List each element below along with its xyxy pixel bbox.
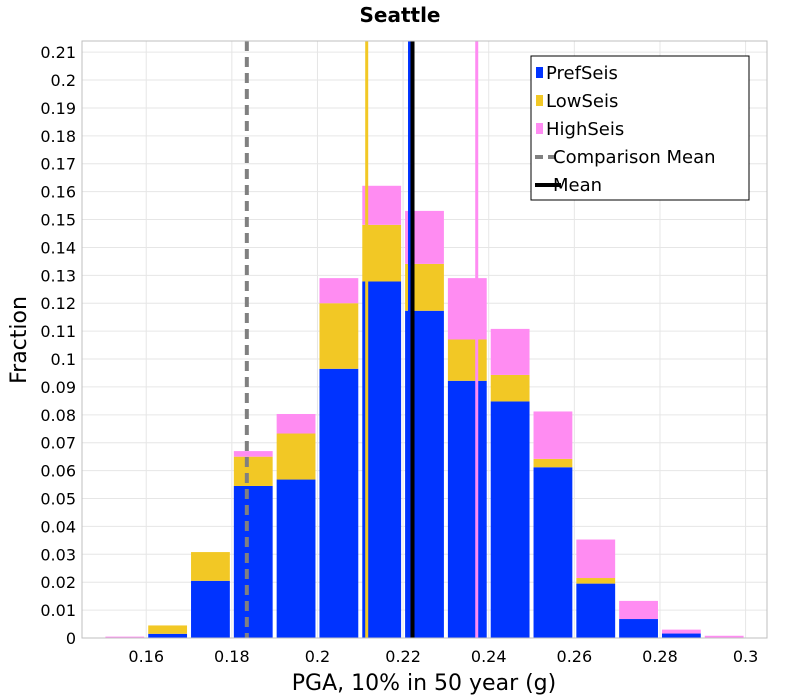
bar-highseis	[233, 451, 273, 457]
bar-prefseis	[661, 633, 701, 638]
bar-highseis	[704, 635, 744, 638]
y-tick-label: 0.19	[40, 99, 76, 118]
bar-prefseis	[447, 380, 487, 638]
bar-lowseis	[233, 456, 273, 486]
x-axis-title: PGA, 10% in 50 year (g)	[292, 671, 556, 696]
bar-prefseis	[276, 479, 316, 638]
bar-lowseis	[533, 458, 573, 468]
y-tick-label: 0.13	[40, 266, 76, 285]
y-tick-label: 0.14	[40, 238, 76, 257]
bar-lowseis	[276, 433, 316, 480]
chart-title: Seattle	[359, 3, 440, 27]
legend-label: HighSeis	[546, 119, 624, 140]
legend-label: PrefSeis	[546, 63, 618, 84]
y-axis-title: Fraction	[7, 296, 32, 384]
x-tick-label: 0.18	[214, 647, 250, 666]
bar-highseis	[490, 328, 530, 375]
bar-lowseis	[490, 374, 530, 402]
bar-highseis	[619, 600, 658, 620]
y-tick-label: 0.05	[40, 490, 76, 509]
bar-lowseis	[362, 224, 402, 282]
y-tick-label: 0.09	[40, 378, 76, 397]
bar-highseis	[105, 636, 145, 638]
bar-highseis	[533, 411, 573, 459]
bar-prefseis	[319, 368, 359, 638]
bar-prefseis	[533, 467, 573, 638]
legend-swatch-prefseis	[536, 67, 543, 78]
bar-prefseis	[576, 583, 616, 638]
y-tick-label: 0	[66, 629, 76, 648]
bar-highseis	[447, 278, 487, 340]
legend-swatch-lowseis	[536, 95, 543, 106]
y-tick-label: 0.03	[40, 545, 76, 564]
legend-label: LowSeis	[546, 91, 618, 112]
y-tick-label: 0.15	[40, 211, 76, 230]
plot-border	[81, 40, 768, 639]
bar-lowseis	[148, 625, 188, 634]
y-tick-label: 0.17	[40, 155, 76, 174]
x-tick-label: 0.3	[733, 647, 758, 666]
x-tick-label: 0.16	[128, 647, 164, 666]
plot-area: 0 0.01 0.02 0.03 0.04 0.05 0.06 0.07 0.08 0.09 0.1…	[40, 40, 768, 666]
bar-highseis	[661, 629, 701, 634]
y-tick-label: 0.08	[40, 406, 76, 425]
y-tick-label: 0.16	[40, 183, 76, 202]
bar-lowseis	[447, 339, 487, 381]
y-tick-label: 0.18	[40, 127, 76, 146]
legend: PrefSeis LowSeis HighSeis Comparison Mean Me…	[530, 55, 750, 201]
y-tick-label: 0.12	[40, 294, 76, 313]
y-tick-label: 0.21	[40, 43, 76, 62]
legend-box	[530, 55, 750, 201]
y-tick-label: 0.1	[51, 350, 76, 369]
bar-lowseis	[319, 303, 359, 369]
bar-prefseis	[619, 619, 658, 638]
x-tick-label: 0.28	[642, 647, 678, 666]
bar-highseis	[576, 539, 616, 579]
y-tick-label: 0.04	[40, 517, 76, 536]
bar-prefseis	[148, 633, 188, 638]
bar-prefseis	[233, 485, 273, 638]
bar-prefseis	[362, 281, 402, 638]
y-tick-label: 0.01	[40, 601, 76, 620]
x-tick-label: 0.24	[471, 647, 507, 666]
bar-highseis	[319, 278, 359, 304]
y-tick-label: 0.2	[51, 71, 76, 90]
bar-prefseis	[490, 401, 530, 638]
y-tick-label: 0.07	[40, 434, 76, 453]
legend-label: Comparison Mean	[553, 147, 716, 168]
y-tick-label: 0.02	[40, 573, 76, 592]
bar-prefseis	[191, 580, 230, 638]
y-tick-label: 0.11	[40, 322, 76, 341]
bar-lowseis	[191, 552, 230, 581]
y-tick-label: 0.06	[40, 462, 76, 481]
x-tick-label: 0.26	[557, 647, 593, 666]
bar-highseis	[362, 185, 402, 225]
bar-lowseis	[576, 578, 616, 584]
x-tick-label: 0.22	[385, 647, 421, 666]
legend-swatch-highseis	[536, 123, 543, 134]
legend-label: Mean	[553, 175, 602, 196]
bar-highseis	[276, 413, 316, 434]
x-tick-label: 0.2	[305, 647, 330, 666]
